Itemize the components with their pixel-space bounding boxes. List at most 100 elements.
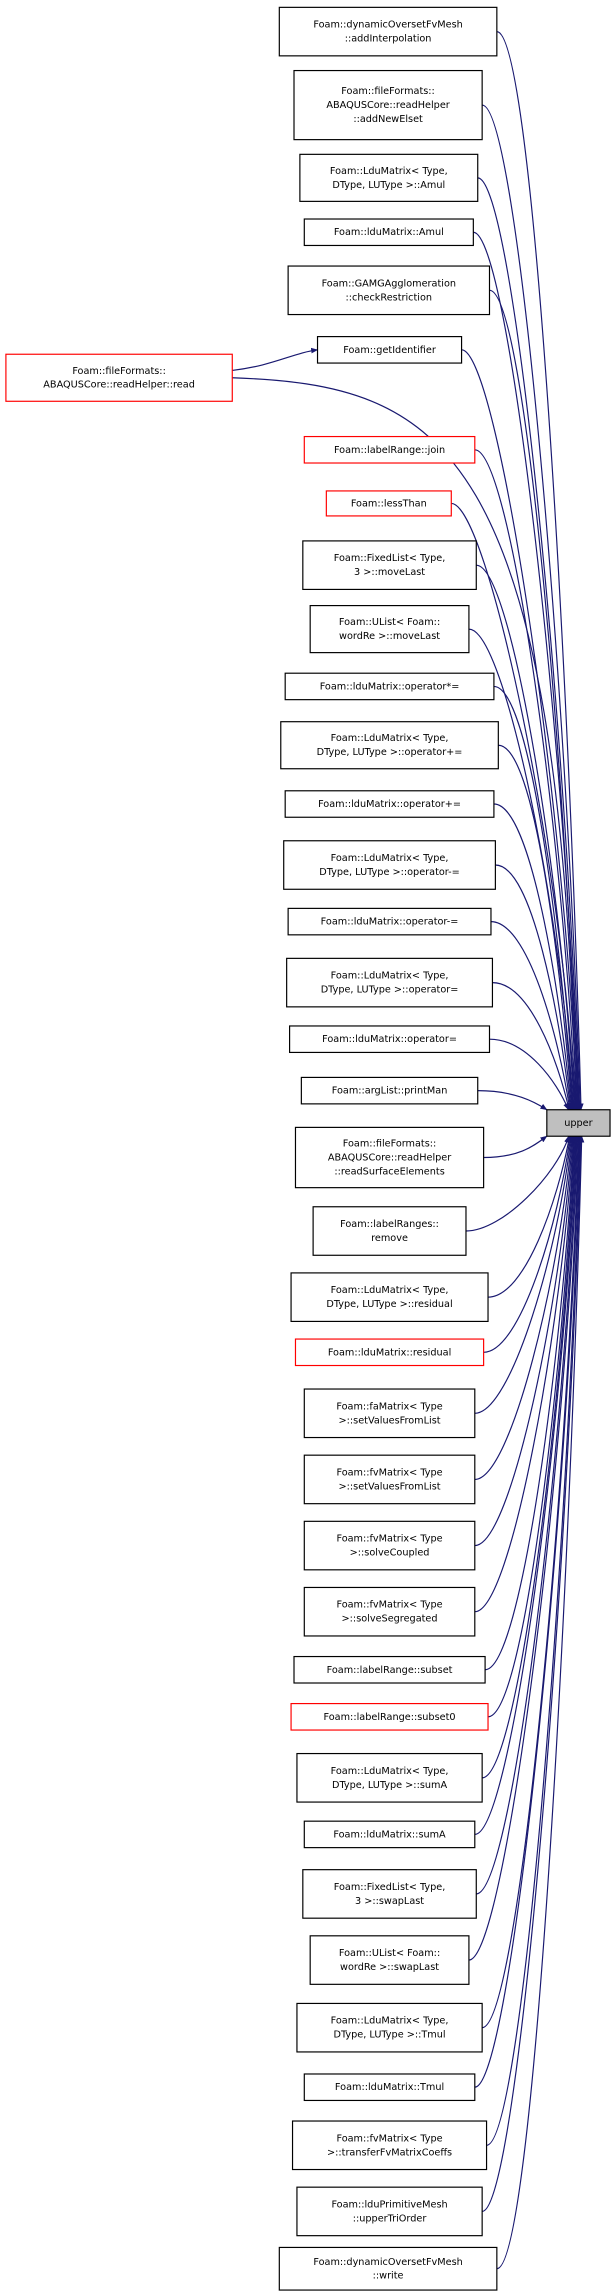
edge [481,1135,584,2213]
node: Foam::lduMatrix::Amul [303,218,474,247]
node-label: >::solveSegregated [342,1614,438,1625]
node: Foam::lduMatrix::Tmul [303,2073,476,2102]
node: Foam::labelRange::subset0 [290,1702,489,1731]
node-label: ::write [373,2271,404,2282]
node-label: Foam::labelRange::subset0 [324,1712,456,1723]
node: Foam::FixedList< Type,3 >::moveLast [302,540,477,591]
node: Foam::GAMGAgglomeration::checkRestrictio… [287,265,491,316]
node-box [293,1655,486,1684]
node-label: 3 >::swapLast [355,1896,424,1907]
node-label: Foam::UList< Foam:: [339,617,440,628]
node-box [325,490,452,517]
node-label: Foam::dynamicOversetFvMesh [313,20,462,31]
node-box [546,1109,611,1137]
edge [481,104,583,1111]
node: Foam::labelRange::join [303,435,476,464]
edge [474,1135,574,1414]
node-box [299,153,479,202]
node: Foam::lduMatrix::sumA [303,1820,476,1849]
edge [232,377,579,1111]
edge [498,744,575,1111]
edge [484,1135,577,1671]
node-box [287,265,491,316]
node-label: Foam::lduMatrix::operator= [322,1034,457,1045]
node-label: Foam::LduMatrix< Type, [331,1766,449,1777]
node-label: ::addNewElset [353,114,423,125]
node: Foam::LduMatrix< Type,DType, LUType >::o… [280,721,499,770]
node-label: Foam::getIdentifier [343,345,436,356]
node: Foam::LduMatrix< Type,DType, LUType >::A… [299,153,479,202]
node-box [287,907,492,936]
node: Foam::fvMatrix< Type>::setValuesFromList [303,1454,476,1505]
node-box [280,721,499,770]
node-label: ::checkRestriction [346,292,433,303]
edge [483,1135,548,1159]
edge [488,1135,572,1298]
node: Foam::lduMatrix::operator= [289,1025,491,1054]
node-label: ::upperTriOrder [353,2213,427,2224]
node-label: Foam::fileFormats:: [343,1139,437,1150]
node-label: Foam::fvMatrix< Type [336,1600,442,1611]
edge [486,1135,583,2146]
node-label: Foam::labelRange::join [334,445,445,456]
node-label: Foam::lduMatrix::residual [328,1347,451,1358]
node-box [316,336,463,364]
node-label: Foam::UList< Foam:: [339,1948,440,1959]
node-label: Foam::GAMGAgglomeration [322,278,456,289]
edge [492,982,571,1111]
node-label: upper [564,1118,592,1129]
node-label: Foam::lduMatrix::Tmul [335,2082,444,2093]
node-label: Foam::lduMatrix::sumA [333,1829,446,1840]
node: Foam::lessThan [325,490,452,517]
node-label: ::readSurfaceElements [334,1166,444,1177]
node-label: Foam::labelRanges:: [340,1219,439,1230]
node-label: Foam::FixedList< Type, [334,1882,446,1893]
node: Foam::UList< Foam::wordRe >::moveLast [309,604,470,654]
edge [483,1135,573,1353]
node-label: Foam::fvMatrix< Type [336,1467,442,1478]
node-box [294,1126,485,1189]
node-box [303,1388,476,1439]
node: Foam::LduMatrix< Type,DType, LUType >::o… [283,840,496,890]
node-label: >::transferFvMatrixCoeffs [327,2147,452,2158]
node: Foam::lduMatrix::operator+= [284,790,495,818]
node-label: Foam::lduMatrix::operator*= [320,681,460,692]
node-box [284,790,495,818]
node-box [5,353,233,402]
edge [465,1135,570,1232]
node-label: Foam::LduMatrix< Type, [331,1285,449,1296]
node-box [303,1586,476,1637]
edge [474,1135,576,1547]
edge [482,1135,579,1779]
edge [490,921,572,1111]
node-label: Foam::fileFormats:: [72,366,166,377]
node-label: >::setValuesFromList [339,1481,441,1492]
node-label: DType, LUType >::Tmul [334,2030,446,2041]
node-box [302,540,477,591]
node-label: DType, LUType >::Amul [332,180,445,191]
node-box [294,1338,485,1367]
node-label: Foam::labelRange::subset [327,1665,453,1676]
node-label: ABAQUSCore::readHelper::read [43,380,195,391]
edge [496,1135,585,2270]
edge [476,564,577,1111]
node-box [290,1702,489,1731]
node: Foam::LduMatrix< Type,DType, LUType >::o… [286,957,494,1008]
node-box [303,2073,476,2102]
edge [461,349,580,1111]
node-box [303,435,476,464]
node: Foam::lduPrimitiveMesh::upperTriOrder [296,2186,483,2237]
node-box [278,2246,498,2291]
node-label: Foam::FixedList< Type, [334,553,446,564]
node-label: >::solveCoupled [350,1548,430,1559]
node-box [290,1272,489,1323]
edge [489,289,581,1111]
node-box [303,218,474,247]
node: Foam::LduMatrix< Type,DType, LUType >::r… [290,1272,489,1323]
node: Foam::lduMatrix::operator-= [287,907,492,936]
node-label: Foam::LduMatrix< Type, [330,166,448,177]
edge [477,1090,548,1111]
node-label: Foam::LduMatrix< Type, [331,733,449,744]
node-label: Foam::argList::printMan [332,1086,448,1097]
